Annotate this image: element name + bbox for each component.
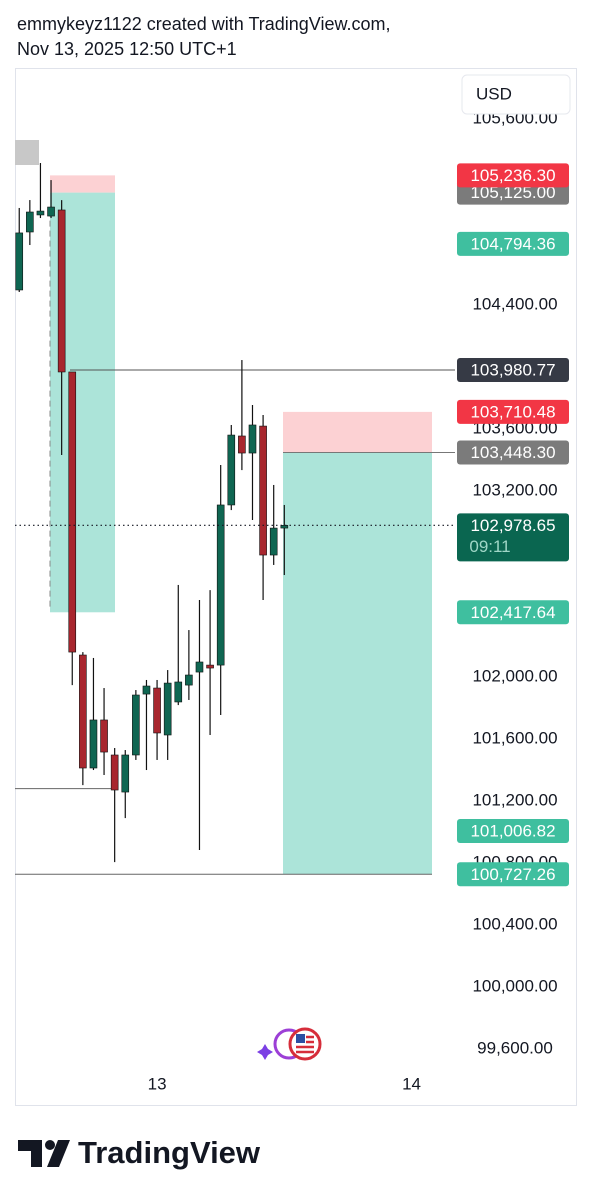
icon-flag-stripes (296, 1035, 314, 1054)
stop-zone (283, 411, 432, 453)
candle-body (15, 232, 24, 291)
price-label: 105,236.30 (470, 166, 555, 185)
header-date: Nov 13, 2025 12:50 UTC+1 (17, 39, 237, 59)
icon-flag (288, 1027, 322, 1061)
currency-button[interactable] (461, 74, 571, 115)
candle-body (79, 654, 87, 769)
candle-body (26, 211, 34, 233)
brand-name: TradingView (78, 1135, 261, 1170)
x-tick-label: 13 (148, 1074, 167, 1093)
stop-zone (50, 175, 115, 193)
candle-body (57, 209, 66, 373)
price-label: 102,978.65 (470, 516, 555, 535)
y-tick-label: 101,200.00 (472, 791, 557, 810)
y-tick-label: 103,200.00 (472, 480, 557, 499)
price-label: 103,710.48 (470, 402, 555, 421)
price-label: 104,794.36 (470, 234, 555, 253)
candle-body (238, 435, 246, 454)
price-label-box (457, 600, 569, 625)
candle-body (269, 527, 278, 556)
logo-slash (47, 1140, 70, 1167)
candle-body (153, 687, 161, 734)
candle-body (259, 425, 267, 556)
candle-body (195, 661, 204, 673)
candle-body (185, 674, 193, 686)
candle-body (121, 754, 130, 793)
price-label-box (457, 163, 569, 188)
target-zone (283, 452, 432, 875)
candle-body (227, 434, 236, 506)
y-tick-label: 99,600.00 (477, 1039, 553, 1058)
price-label-box (457, 231, 569, 256)
candle-body (132, 694, 140, 756)
candle-body (280, 525, 289, 529)
price-label: 102,417.64 (470, 603, 555, 622)
price-label: 101,006.82 (470, 821, 555, 840)
logo-dot (45, 1140, 55, 1150)
candle-body (216, 504, 225, 666)
price-label: 103,980.77 (470, 360, 555, 379)
icon-flag-canton (296, 1034, 305, 1043)
y-tick-label: 102,000.00 (472, 667, 557, 686)
price-label-box (457, 818, 569, 843)
y-tick-label: 101,600.00 (472, 729, 557, 748)
candle-body (47, 206, 55, 217)
candle-body (142, 685, 151, 695)
y-tick-label: 100,400.00 (472, 915, 557, 934)
candle-body (163, 682, 172, 736)
price-label-box (457, 399, 569, 424)
price-label-box (457, 440, 569, 465)
currency-label[interactable]: USD (476, 84, 512, 103)
price-label: 100,727.26 (470, 865, 555, 884)
y-tick-label: 104,400.00 (472, 294, 557, 313)
candle-body (206, 664, 214, 669)
candle-body (68, 371, 77, 653)
header-author: emmykeyz1122 created with TradingView.co… (17, 14, 391, 34)
icon-sparkle (257, 1044, 273, 1060)
price-label: 105,125.00 (470, 183, 555, 202)
countdown: 09:11 (469, 537, 510, 556)
candle-body (174, 681, 183, 703)
price-label-box (457, 513, 569, 562)
corner-marker (15, 140, 39, 165)
price-label-box (457, 357, 569, 382)
y-tick-label: 100,000.00 (472, 977, 557, 996)
event-icon (257, 1027, 322, 1061)
candle-body (100, 719, 108, 753)
price-label-box (457, 862, 569, 887)
price-label: 103,448.30 (470, 443, 555, 462)
x-tick-label: 14 (402, 1074, 421, 1093)
candle-body (89, 719, 98, 769)
brand-logo: TradingView (18, 1135, 261, 1170)
logo-mark (18, 1140, 42, 1167)
candle-body (248, 424, 257, 454)
candle-body (110, 754, 119, 791)
candle-body (36, 210, 45, 216)
